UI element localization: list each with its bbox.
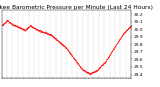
Title: Milwaukee Barometric Pressure per Minute (Last 24 Hours): Milwaukee Barometric Pressure per Minute…	[0, 5, 153, 10]
